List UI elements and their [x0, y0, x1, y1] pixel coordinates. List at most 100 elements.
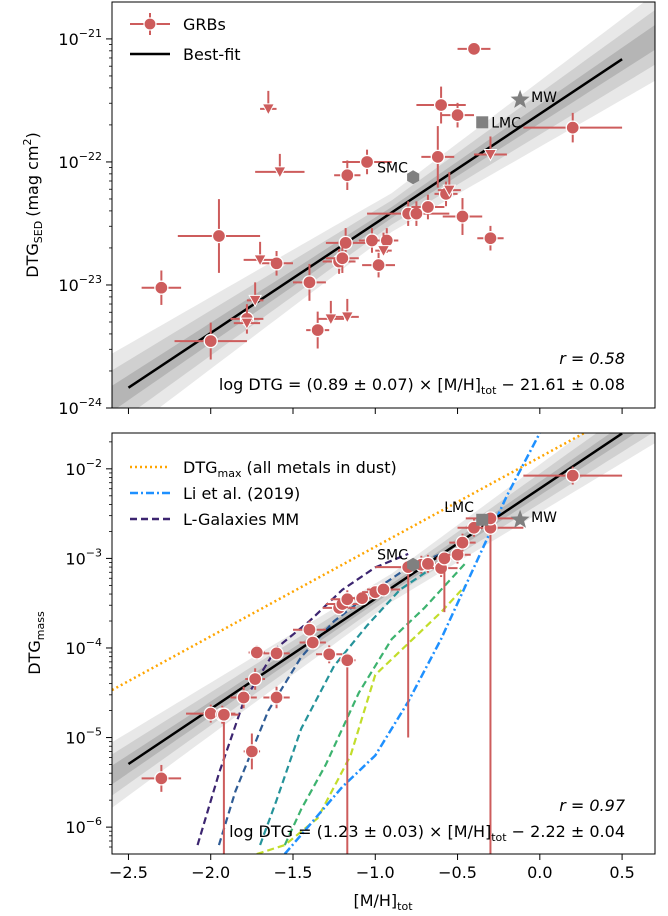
lgal-curve [256, 584, 467, 854]
top-upper-limit-marker [483, 148, 498, 162]
top-upper-limit-marker [248, 294, 262, 308]
top-grb-point [310, 322, 325, 338]
top-grb-point [483, 231, 498, 246]
top-grb-point [338, 235, 353, 250]
bottom-r-value: r = 0.97 [559, 796, 626, 815]
bottom-xtick-label: −1.0 [356, 863, 395, 882]
bottom-grb-point [236, 690, 251, 705]
top-ytick-label: 10−21 [58, 27, 102, 49]
bottom-grb-point [450, 547, 465, 562]
top-upper-limit-marker [340, 311, 355, 324]
bottom-xlabel: [M/H]tot [353, 891, 413, 913]
top-grb-point [466, 41, 482, 57]
bottom-grb-point [216, 707, 232, 722]
bottom-ref-label-smc: SMC [377, 548, 408, 564]
bottom-grb-point [565, 468, 580, 483]
bottom-ytick-label: 10−4 [65, 636, 102, 658]
bottom-ytick-label: 10−6 [65, 815, 102, 837]
top-grb-point [379, 233, 394, 248]
top-grb-point [433, 97, 449, 113]
bottom-grb-point [376, 582, 391, 597]
bottom-grb-point [340, 653, 355, 668]
legend-grbs-label: GRBs [183, 15, 226, 34]
top-ylabel: DTGSED(mag cm2) [21, 132, 45, 277]
bottom-grb-point [305, 635, 320, 650]
bottom-ref-label-lmc: LMC [444, 500, 474, 516]
bottom-ytick-label: 10−2 [65, 457, 102, 479]
bottom-ref-square-marker [476, 513, 489, 526]
dtgmax-line [112, 433, 587, 692]
top-grb-point [450, 108, 465, 123]
top-ticks: 10−24 10−23 10−22 10−21 [58, 27, 623, 418]
bottom-grb-point [302, 622, 317, 637]
bottom-xtick-label: 0.0 [527, 863, 552, 882]
top-axes-frame [111, 1, 656, 409]
top-upper-limit-marker [261, 103, 276, 116]
legend-bestfit-label: Best-fit [183, 45, 241, 64]
bottom-ref-label-mw: MW [531, 510, 557, 526]
top-grb-point [340, 168, 355, 183]
bottom-xtick-label: −2.5 [109, 863, 148, 882]
top-grb-point [302, 275, 317, 290]
bottom-plot-area: MW LMC SMC [112, 433, 655, 854]
top-grb-point [335, 251, 350, 266]
bottom-grb-point [244, 744, 260, 759]
bottom-grb-point [154, 771, 169, 786]
legend-dtgmax-label: DTGmax (all metals in dust) [183, 458, 397, 480]
top-grb-point [409, 206, 424, 221]
bottom-xtick-label: −2.0 [191, 863, 230, 882]
top-ytick-label: 10−22 [58, 150, 102, 172]
top-upper-limit-marker [253, 254, 267, 267]
bottom-grb-point [248, 671, 263, 687]
top-upper-limit-marker [240, 317, 254, 331]
bottom-panel: MW LMC SMC −2.5 −2.0 −1.5 −1.0 −0.5 0.0 0.5 10−6 1… [25, 432, 656, 913]
top-grb-point [430, 149, 445, 164]
legend-li-label: Li et al. (2019) [183, 484, 300, 503]
top-grb-point [371, 257, 386, 273]
bottom-legend: DTGmax (all metals in dust) Li et al. (2… [124, 439, 397, 535]
top-grb-point [565, 120, 580, 135]
bottom-xtick-label: −0.5 [438, 863, 477, 882]
top-upper-limit-marker [376, 245, 391, 258]
top-upper-limit-marker [442, 184, 457, 198]
top-upper-limit-marker [272, 166, 287, 179]
top-grb-point [455, 209, 470, 224]
top-grb-point [359, 154, 375, 170]
top-grb-point [269, 256, 284, 271]
lgal-curve [217, 552, 442, 846]
top-bestfit-line [127, 58, 623, 389]
top-grb-point [154, 280, 169, 295]
top-grb-point [211, 228, 227, 244]
top-grb-point [203, 333, 218, 349]
top-fit-equation: log DTG = (0.89 ± 0.07) × [M/H]tot − 21.… [219, 375, 625, 397]
lgal-curve [196, 552, 409, 846]
bottom-ytick-label: 10−3 [65, 546, 102, 568]
bottom-ticks: −2.5 −2.0 −1.5 −1.0 −0.5 0.0 0.5 10−6 10−5 10−4 10… [65, 441, 635, 882]
bottom-axes-frame [111, 432, 656, 855]
bottom-xtick-label: 0.5 [609, 863, 634, 882]
top-ref-label-smc: SMC [377, 160, 408, 176]
bottom-grb-point [455, 535, 470, 550]
bottom-grb-point [269, 646, 284, 661]
top-ref-label-lmc: LMC [491, 115, 521, 131]
bottom-grb-point [354, 590, 370, 606]
top-ytick-label: 10−23 [58, 273, 102, 295]
bottom-ylabel: DTGmass [25, 611, 47, 675]
top-legend: GRBs Best-fit [130, 13, 241, 64]
bottom-ref-hexagon-marker [407, 557, 420, 572]
top-r-value: r = 0.58 [559, 349, 625, 368]
top-panel: MW LMC SMC 10−24 10−23 10−22 10−21 DTGSED(mag… [21, 1, 656, 418]
top-ytick-label: 10−24 [58, 396, 102, 418]
top-ref-label-mw: MW [531, 90, 557, 106]
top-upper-limit-marker [324, 313, 338, 326]
bottom-grb-point [269, 690, 284, 705]
legend-lgal-label: L-Galaxies MM [183, 510, 299, 529]
bottom-grb-point [340, 592, 355, 607]
lgal-curve [259, 552, 459, 846]
bottom-xtick-label: −1.5 [274, 863, 313, 882]
bottom-grb-point [322, 647, 337, 662]
bottom-ytick-label: 10−5 [65, 726, 102, 748]
top-plot-area: MW LMC SMC [112, 2, 655, 408]
top-ref-star-marker [510, 89, 530, 108]
